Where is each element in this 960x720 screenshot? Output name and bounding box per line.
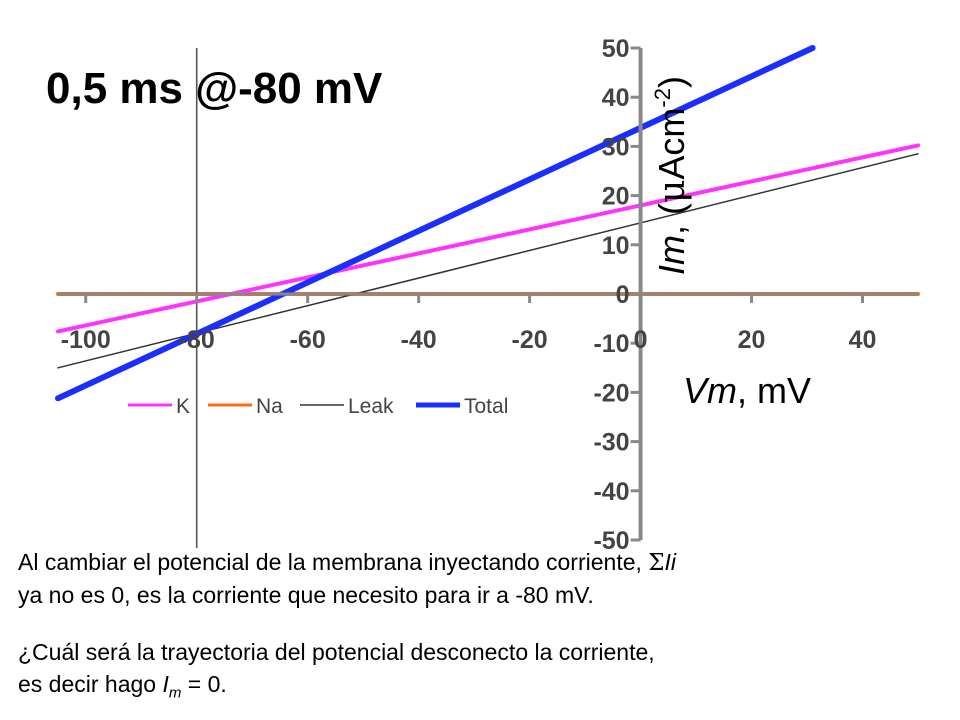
x-axis-title: Vm, mV xyxy=(683,370,811,411)
x-tick-label: -20 xyxy=(512,326,548,354)
y-tick-label: -40 xyxy=(593,478,629,506)
x-tick-label: -100 xyxy=(61,326,111,354)
y-tick-label: 10 xyxy=(602,232,630,260)
y-tick-label: 0 xyxy=(616,281,630,309)
y-axis-title-close: ) xyxy=(651,76,692,88)
series-line-k xyxy=(56,143,920,334)
paragraph-2-line-2a: es decir hago xyxy=(18,671,163,697)
series-line-total xyxy=(55,45,816,402)
legend-label-leak: Leak xyxy=(348,395,394,418)
paragraph-2-line-1: ¿Cuál será la trayectoria del potencial … xyxy=(18,639,655,665)
paragraph-2: ¿Cuál será la trayectoria del potencial … xyxy=(18,636,948,710)
paragraph-2-line-2b: = 0. xyxy=(181,671,227,697)
y-tick-label: 30 xyxy=(602,133,630,161)
x-tick-label: -60 xyxy=(290,326,326,354)
y-axis-title-var: Im xyxy=(651,235,692,275)
x-tick-label: -40 xyxy=(401,326,437,354)
legend-label-na: Na xyxy=(256,395,283,418)
legend: K Na Leak Total xyxy=(128,395,508,418)
im-subscript: m xyxy=(168,684,182,702)
paragraph-1-line-2: ya no es 0, es la corriente que necesito… xyxy=(18,582,594,608)
y-tick-label: 20 xyxy=(602,183,630,211)
x-tick-label: 40 xyxy=(849,326,877,354)
x-tick-label: 20 xyxy=(738,326,766,354)
chart-title: 0,5 ms @-80 mV xyxy=(46,64,383,113)
paragraph-1: Al cambiar el potencial de la membrana i… xyxy=(18,546,948,611)
li-symbol: Ii xyxy=(664,549,677,575)
y-tick-label: -50 xyxy=(593,527,629,555)
paragraph-1-line-1: Al cambiar el potencial de la membrana i… xyxy=(18,549,649,575)
x-tick-label: -80 xyxy=(179,326,215,354)
legend-label-total: Total xyxy=(464,395,508,418)
im-symbol: I xyxy=(162,671,169,697)
y-tick-label: -10 xyxy=(593,330,629,358)
svg-text:Im, (μAcm-2): Im, (μAcm-2) xyxy=(650,76,693,275)
y-tick-label: -30 xyxy=(593,429,629,457)
legend-label-k: K xyxy=(176,395,190,418)
y-axis-title: Im, (μAcm-2) xyxy=(650,76,693,275)
x-tick-label: 0 xyxy=(634,326,648,354)
y-axis-title-mu: μ xyxy=(652,180,693,203)
y-tick-label: 50 xyxy=(602,35,630,63)
x-axis-title-unit: , mV xyxy=(737,370,811,411)
y-tick-label: -20 xyxy=(593,379,629,407)
y-axis-title-exp: -2 xyxy=(650,88,675,108)
y-axis-title-unit: Acm xyxy=(651,108,692,180)
x-axis-title-var: Vm xyxy=(683,370,737,411)
y-tick-label: 40 xyxy=(602,84,630,112)
sigma-symbol: Σ xyxy=(648,550,665,576)
y-axis-title-open: , ( xyxy=(651,203,692,235)
